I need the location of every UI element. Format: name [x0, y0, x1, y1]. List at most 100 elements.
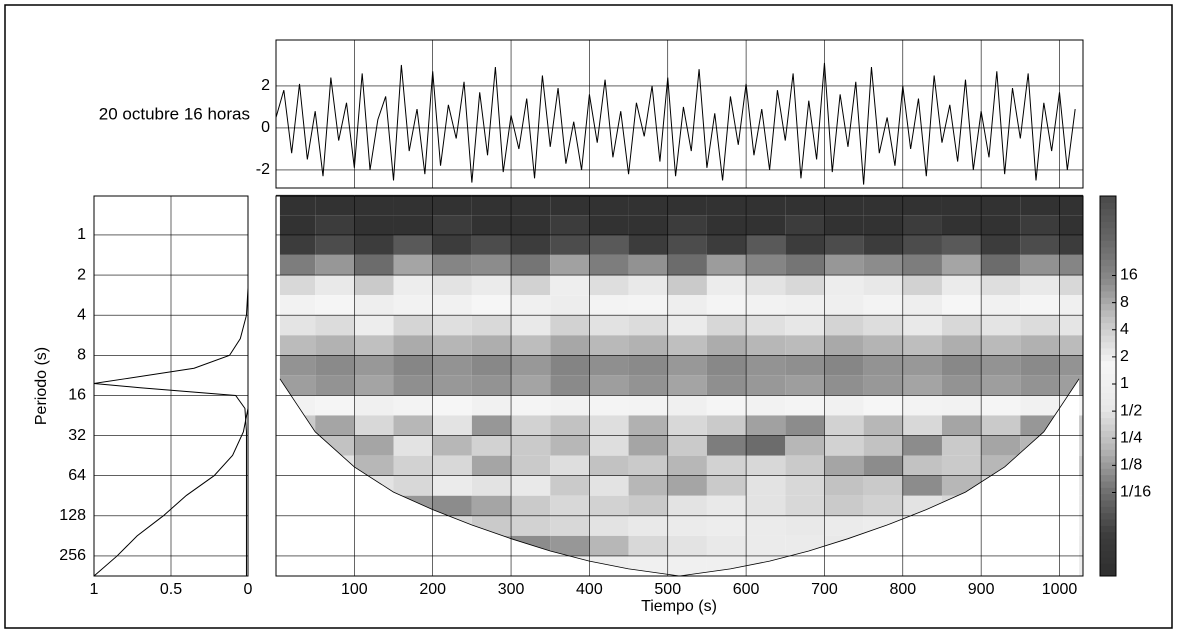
colorbar-step [1100, 348, 1116, 355]
power-cell [902, 194, 942, 216]
x-tick-label: 500 [654, 581, 681, 598]
power-cell [354, 355, 394, 376]
power-cell [981, 315, 1021, 336]
power-cell [471, 335, 512, 356]
power-cell [785, 295, 825, 316]
power-cell [902, 395, 942, 416]
colorbar-step [1100, 227, 1116, 235]
power-cell [667, 234, 707, 255]
power-cell [746, 295, 786, 316]
power-cell [276, 194, 316, 216]
power-cell [471, 395, 512, 416]
power-cell [628, 355, 668, 376]
power-cell [511, 475, 551, 496]
power-cell [550, 515, 590, 536]
power-cell [471, 275, 512, 296]
power-cell [432, 375, 472, 396]
power-cell [589, 375, 629, 396]
power-cell [550, 234, 590, 255]
power-cell [511, 515, 551, 536]
power-cell [785, 335, 825, 356]
power-cell [393, 475, 433, 496]
power-cell [550, 335, 590, 356]
power-cell [354, 275, 394, 296]
power-cell [628, 475, 668, 496]
colorbar-label: 4 [1120, 321, 1129, 338]
x-tick-label: 200 [419, 581, 446, 598]
power-cell [276, 275, 316, 296]
x-tick-label: 300 [498, 581, 525, 598]
power-cell [706, 515, 747, 536]
power-cell [667, 475, 707, 496]
power-cell [354, 315, 394, 336]
power-cell [511, 495, 551, 516]
power-cell [354, 395, 394, 416]
power-cell [354, 415, 394, 436]
power-cell [550, 495, 590, 516]
power-cell [511, 355, 551, 376]
colorbar-step [1100, 316, 1116, 324]
power-cell [589, 315, 629, 336]
colorbar-label: 1/2 [1120, 402, 1142, 419]
power-cell [785, 234, 825, 255]
colorbar-step [1100, 531, 1116, 539]
power-cell [589, 234, 629, 255]
panel-title: 20 octubre 16 horas [99, 104, 250, 123]
power-cell [981, 355, 1021, 376]
power-cell [393, 395, 433, 416]
power-cell [706, 215, 747, 235]
power-cell [315, 215, 355, 235]
x-tick-label: 600 [733, 581, 760, 598]
power-cell [667, 315, 707, 336]
power-cell [1020, 295, 1060, 316]
y-tick-label: 32 [68, 427, 86, 444]
power-cell [706, 495, 747, 516]
colorbar-step [1100, 430, 1116, 438]
colorbar-step [1100, 557, 1116, 564]
power-cell [1020, 375, 1060, 396]
x-tick-label: 400 [576, 581, 603, 598]
power-cell [628, 254, 668, 276]
power-cell [785, 475, 825, 496]
power-cell [941, 415, 982, 436]
y-axis-label: Periodo (s) [33, 347, 50, 425]
power-cell [706, 375, 747, 396]
power-cell [1020, 254, 1060, 276]
colorbar-step [1100, 443, 1116, 450]
y-tick-label: -2 [256, 161, 270, 178]
power-cell [432, 395, 472, 416]
power-cell [393, 295, 433, 316]
power-cell [432, 475, 472, 496]
colorbar-step [1100, 500, 1116, 507]
power-cell [354, 455, 394, 476]
power-cell [785, 375, 825, 396]
colorbar-step [1100, 196, 1116, 203]
power-cell [589, 194, 629, 216]
power-cell [981, 234, 1021, 255]
power-cell [863, 475, 903, 496]
colorbar-step [1100, 386, 1116, 393]
power-cell [1059, 215, 1083, 235]
colorbar-step [1100, 506, 1116, 514]
power-cell [706, 254, 747, 276]
power-cell [981, 275, 1021, 296]
power-cell [863, 495, 903, 516]
power-cell [550, 194, 590, 216]
power-cell [706, 275, 747, 296]
power-cell [706, 475, 747, 496]
spectrum-line [93, 287, 249, 576]
power-cell [1020, 234, 1060, 255]
colorbar-label: 1/4 [1120, 429, 1142, 446]
power-cell [1059, 194, 1083, 216]
power-cell [863, 435, 903, 456]
colorbar-step [1100, 512, 1116, 520]
power-cell [628, 375, 668, 396]
power-cell [746, 355, 786, 376]
power-cell [354, 335, 394, 356]
power-cell [276, 335, 316, 356]
power-cell [941, 335, 982, 356]
power-cell [941, 234, 982, 255]
power-cell [315, 355, 355, 376]
colorbar-frame [1099, 195, 1117, 577]
